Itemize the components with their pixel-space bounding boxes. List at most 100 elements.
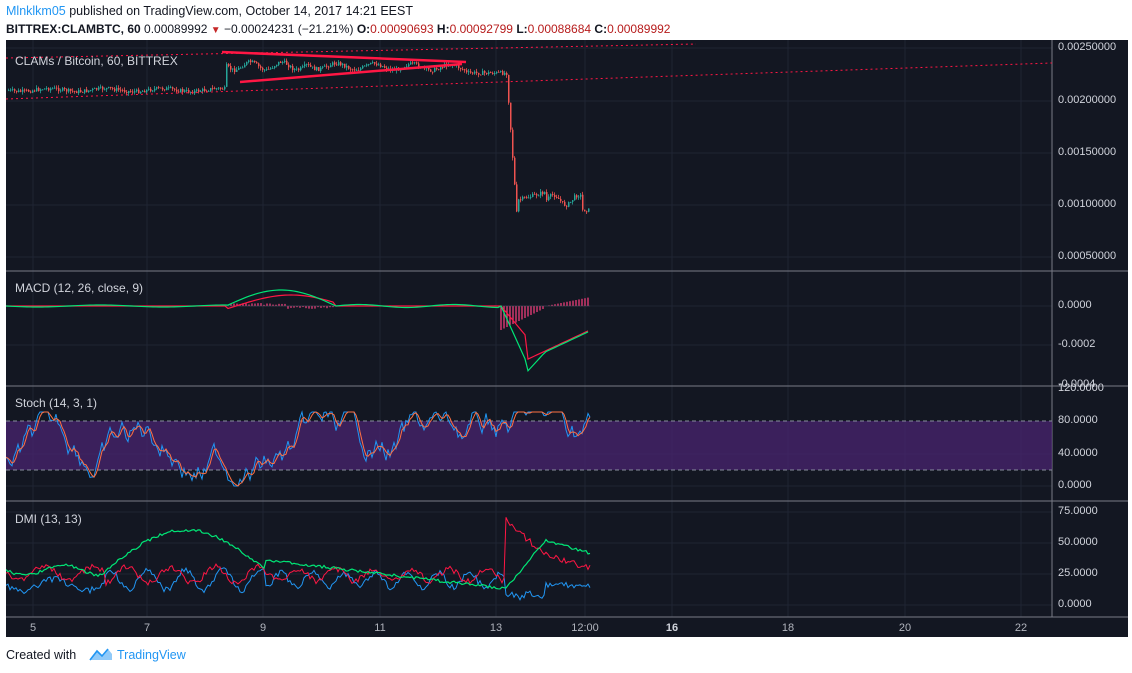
candle-body bbox=[294, 69, 296, 71]
price-axis-label: 0.00050000 bbox=[1058, 250, 1117, 262]
candle-body bbox=[134, 91, 136, 93]
chart-canvas[interactable] bbox=[6, 40, 1128, 637]
candle-body bbox=[362, 66, 364, 69]
candle-body bbox=[322, 66, 324, 68]
candle-body bbox=[560, 198, 562, 202]
candle-body bbox=[100, 86, 102, 88]
candle-body bbox=[62, 88, 64, 91]
high-label: H: bbox=[436, 22, 450, 36]
created-with-text: Created with bbox=[6, 648, 77, 662]
candle-body bbox=[470, 71, 472, 73]
candle-body bbox=[418, 63, 420, 68]
candle-body bbox=[32, 90, 34, 93]
candle-body bbox=[20, 90, 22, 92]
candle-body bbox=[200, 91, 202, 92]
candle-body bbox=[196, 89, 198, 91]
candle-body bbox=[174, 88, 176, 90]
candle-body bbox=[106, 87, 108, 90]
candle-body bbox=[190, 91, 192, 93]
candle-body bbox=[92, 88, 94, 91]
candle-body bbox=[412, 62, 414, 64]
candle-body bbox=[68, 88, 70, 92]
candle-body bbox=[438, 69, 440, 71]
candle-body bbox=[264, 69, 266, 71]
candle-body bbox=[506, 72, 508, 75]
candle-body bbox=[480, 74, 482, 76]
dmi-axis-label: 50.0000 bbox=[1058, 536, 1098, 548]
candle-body bbox=[522, 196, 524, 200]
candle-body bbox=[368, 64, 370, 65]
candle-body bbox=[40, 89, 42, 91]
price-axis-label: 0.00100000 bbox=[1058, 198, 1117, 210]
candle-body bbox=[12, 89, 14, 91]
candle-body bbox=[440, 67, 442, 70]
candle-body bbox=[564, 201, 566, 206]
candle-body bbox=[42, 89, 44, 91]
author-link[interactable]: Mlnklkm05 bbox=[6, 4, 66, 18]
chart-area[interactable]: CLAMs / Bitcoin, 60, BITTREX MACD (12, 2… bbox=[6, 40, 1128, 637]
candle-body bbox=[250, 60, 252, 63]
candle-body bbox=[168, 87, 170, 89]
candle-body bbox=[494, 73, 496, 75]
tradingview-link[interactable]: TradingView bbox=[117, 648, 186, 662]
candle-body bbox=[518, 199, 520, 212]
candle-body bbox=[336, 64, 338, 66]
open-label: O: bbox=[356, 22, 371, 36]
candle-body bbox=[466, 70, 468, 73]
candle-body bbox=[568, 202, 570, 207]
candle-body bbox=[128, 91, 130, 94]
candle-body bbox=[510, 102, 512, 130]
dmi-axis-label: 75.0000 bbox=[1058, 505, 1098, 517]
candle-body bbox=[582, 194, 584, 210]
candle-body bbox=[288, 64, 290, 68]
candle-body bbox=[428, 67, 430, 70]
candle-body bbox=[552, 194, 554, 195]
candle-body bbox=[488, 72, 490, 75]
candle-body bbox=[572, 200, 574, 202]
macd-pane-title: MACD (12, 26, close, 9) bbox=[15, 281, 144, 295]
candle-body bbox=[546, 192, 548, 201]
candle-body bbox=[122, 89, 124, 91]
candle-body bbox=[578, 196, 580, 198]
candle-body bbox=[292, 65, 294, 71]
candle-body bbox=[416, 62, 418, 64]
candle-body bbox=[76, 91, 78, 94]
candle-body bbox=[526, 197, 528, 199]
candle-body bbox=[138, 89, 140, 94]
tradingview-logo-icon[interactable] bbox=[88, 646, 114, 667]
candle-body bbox=[254, 60, 256, 63]
candle-body bbox=[14, 89, 16, 91]
candle-body bbox=[242, 67, 244, 69]
candle-body bbox=[170, 87, 172, 89]
time-axis-label: 9 bbox=[259, 622, 267, 634]
candle-body bbox=[406, 66, 408, 68]
candle-body bbox=[548, 196, 550, 201]
time-axis-label: 16 bbox=[665, 622, 679, 634]
candle-body bbox=[358, 70, 360, 71]
candle-body bbox=[478, 72, 480, 75]
candle-body bbox=[188, 90, 190, 93]
candle-body bbox=[110, 86, 112, 88]
candle-body bbox=[90, 90, 92, 91]
trendline-upper bbox=[221, 50, 467, 64]
candle-body bbox=[482, 71, 484, 75]
high-value: 0.00092799 bbox=[449, 22, 513, 36]
candle-body bbox=[316, 67, 318, 71]
candle-body bbox=[162, 87, 164, 90]
candle-body bbox=[230, 65, 232, 70]
candle-body bbox=[296, 68, 298, 70]
time-axis-label: 11 bbox=[374, 622, 386, 634]
candle-body bbox=[186, 90, 188, 91]
adx-line bbox=[6, 566, 591, 601]
candle-body bbox=[372, 62, 374, 63]
candle-body bbox=[70, 88, 72, 91]
candle-body bbox=[102, 86, 104, 90]
candle-body bbox=[542, 191, 544, 195]
candle-body bbox=[216, 88, 218, 90]
candle-body bbox=[354, 69, 356, 71]
candle-body bbox=[144, 90, 146, 93]
candle-body bbox=[270, 68, 272, 70]
candle-body bbox=[304, 64, 306, 67]
candle-body bbox=[34, 90, 36, 92]
candle-body bbox=[104, 89, 106, 91]
